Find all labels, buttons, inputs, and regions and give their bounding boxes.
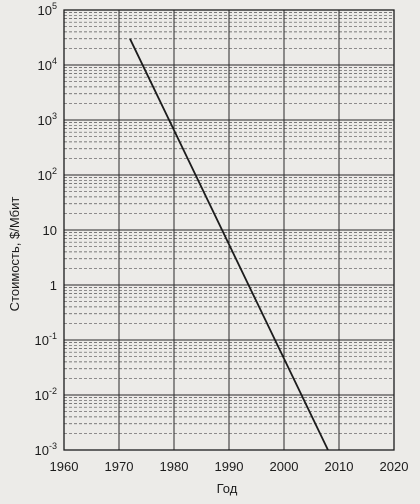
series-line [129, 38, 329, 451]
y-tick-label: 1 [50, 278, 57, 293]
y-tick-label: 104 [38, 56, 57, 73]
y-tick-label: 105 [38, 1, 57, 18]
series-layer [129, 38, 329, 451]
x-tick-label: 2010 [325, 459, 354, 474]
x-tick-label: 2000 [270, 459, 299, 474]
x-tick-label: 1970 [105, 459, 134, 474]
x-axis-label: Год [217, 481, 238, 496]
grid-layer [63, 9, 395, 451]
tick-labels: 1960 1970 1980 1990 2000 2010 2020 105 104 103 102… [35, 1, 409, 474]
y-tick-label: 10-2 [35, 386, 57, 403]
y-tick-label: 10 [43, 223, 57, 238]
x-tick-label: 2020 [380, 459, 409, 474]
y-tick-label: 103 [38, 111, 57, 128]
plot-frame [63, 9, 395, 451]
y-tick-label: 102 [38, 166, 57, 183]
y-axis-label: Стоимость, $/Мбит [7, 197, 22, 312]
x-tick-label: 1960 [50, 459, 79, 474]
y-tick-label: 10-1 [35, 331, 57, 348]
x-tick-label: 1980 [160, 459, 189, 474]
x-tick-label: 1990 [215, 459, 244, 474]
y-tick-label: 10-3 [35, 441, 57, 458]
